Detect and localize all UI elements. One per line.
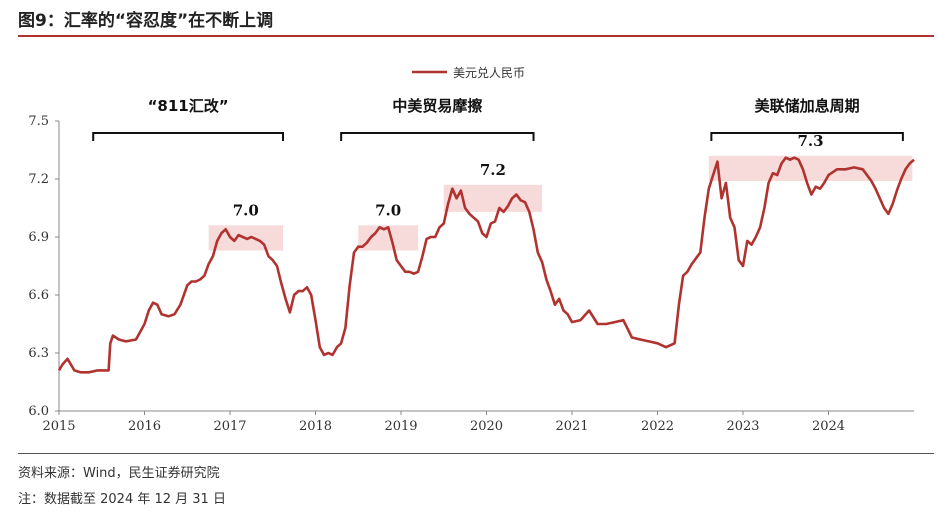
x-tick-label: 2016 <box>128 419 161 434</box>
event-bracket <box>710 132 904 141</box>
highlight-label: 7.2 <box>480 161 506 179</box>
event-label: 中美贸易摩擦 <box>392 97 482 115</box>
x-tick-label: 2024 <box>812 419 845 434</box>
y-tick-label: 7.2 <box>28 172 49 187</box>
y-tick-label: 6.0 <box>28 404 49 419</box>
x-tick-label: 2018 <box>299 419 332 434</box>
y-tick-label: 6.9 <box>28 230 49 245</box>
series-line <box>57 156 915 374</box>
x-tick-label: 2022 <box>641 419 674 434</box>
highlight-label: 7.0 <box>233 201 259 219</box>
series-lines <box>57 156 915 374</box>
footer-rule <box>18 453 934 454</box>
y-tick-label: 6.3 <box>28 346 49 361</box>
x-tick-label: 2021 <box>555 419 588 434</box>
highlight-label: 7.3 <box>797 132 823 150</box>
event-label: 美联储加息周期 <box>755 97 860 115</box>
source-note: 资料来源：Wind，民生证券研究院 <box>18 466 220 481</box>
highlight-boxes: 7.0 7.0 7.2 7.3 <box>208 132 913 251</box>
highlight-box <box>443 184 543 212</box>
legend: 美元兑人民币 <box>412 66 525 80</box>
x-tick-label: 2017 <box>213 419 246 434</box>
figure-title: 图9：汇率的“容忍度”在不断上调 <box>18 11 274 31</box>
x-tick-label: 2023 <box>726 419 759 434</box>
event-bracket <box>340 132 535 141</box>
y-tick-label: 7.5 <box>28 114 49 129</box>
event-label: “811汇改” <box>148 97 229 115</box>
x-tick-label: 2015 <box>42 419 75 434</box>
title-rule <box>18 35 934 37</box>
event-bracket <box>92 132 285 141</box>
x-tick-label: 2019 <box>384 419 417 434</box>
date-note: 注：数据截至 2024 年 12 月 31 日 <box>18 492 226 507</box>
legend-label: 美元兑人民币 <box>453 66 525 80</box>
axes: 6.0 6.3 6.6 6.9 7.2 7.5 2015 2016 2017 2018 2019 20… <box>28 114 914 434</box>
highlight-box <box>708 155 913 181</box>
y-tick-label: 6.6 <box>28 288 49 303</box>
x-tick-label: 2020 <box>470 419 503 434</box>
event-brackets: “811汇改” 中美贸易摩擦 美联储加息周期 <box>92 97 904 141</box>
highlight-label: 7.0 <box>375 201 401 219</box>
